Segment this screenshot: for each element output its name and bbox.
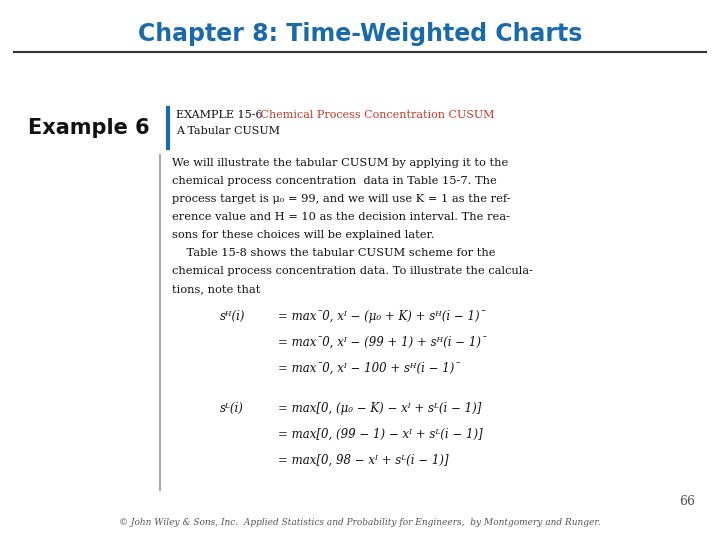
Text: © John Wiley & Sons, Inc.  Applied Statistics and Probability for Engineers,  by: © John Wiley & Sons, Inc. Applied Statis… xyxy=(120,518,600,527)
Text: = max¯0, xᴵ − 100 + sᴴ(i − 1)¯: = max¯0, xᴵ − 100 + sᴴ(i − 1)¯ xyxy=(278,362,460,375)
Text: chemical process concentration  data in Table 15-7. The: chemical process concentration data in T… xyxy=(172,176,497,186)
Text: process target is μ₀ = 99, and we will use K = 1 as the ref-: process target is μ₀ = 99, and we will u… xyxy=(172,194,510,204)
Text: Example 6: Example 6 xyxy=(28,118,150,138)
Text: sᴸ(i): sᴸ(i) xyxy=(220,402,244,415)
Text: = max[0, 98 − xᴵ + sᴸ(i − 1)]: = max[0, 98 − xᴵ + sᴸ(i − 1)] xyxy=(278,454,449,467)
Text: = max[0, (μ₀ − K) − xᴵ + sᴸ(i − 1)]: = max[0, (μ₀ − K) − xᴵ + sᴸ(i − 1)] xyxy=(278,402,482,415)
Text: We will illustrate the tabular CUSUM by applying it to the: We will illustrate the tabular CUSUM by … xyxy=(172,158,508,168)
Text: = max¯0, xᴵ − (μ₀ + K) + sᴴ(i − 1)¯: = max¯0, xᴵ − (μ₀ + K) + sᴴ(i − 1)¯ xyxy=(278,310,485,323)
Text: A Tabular CUSUM: A Tabular CUSUM xyxy=(176,126,280,136)
Text: erence value and H = 10 as the decision interval. The rea-: erence value and H = 10 as the decision … xyxy=(172,212,510,222)
Text: sons for these choices will be explained later.: sons for these choices will be explained… xyxy=(172,230,434,240)
Text: = max[0, (99 − 1) − xᴵ + sᴸ(i − 1)]: = max[0, (99 − 1) − xᴵ + sᴸ(i − 1)] xyxy=(278,428,482,441)
Text: EXAMPLE 15-6: EXAMPLE 15-6 xyxy=(176,110,263,120)
Text: sᴴ(i): sᴴ(i) xyxy=(220,310,246,323)
Text: tions, note that: tions, note that xyxy=(172,284,261,294)
Text: Chemical Process Concentration CUSUM: Chemical Process Concentration CUSUM xyxy=(250,110,495,120)
Text: chemical process concentration data. To illustrate the calcula-: chemical process concentration data. To … xyxy=(172,266,533,276)
Text: Table 15-8 shows the tabular CUSUM scheme for the: Table 15-8 shows the tabular CUSUM schem… xyxy=(172,248,495,258)
Text: Chapter 8: Time-Weighted Charts: Chapter 8: Time-Weighted Charts xyxy=(138,22,582,46)
Text: 66: 66 xyxy=(679,495,695,508)
Text: = max¯0, xᴵ − (99 + 1) + sᴴ(i − 1)¯: = max¯0, xᴵ − (99 + 1) + sᴴ(i − 1)¯ xyxy=(278,336,487,349)
